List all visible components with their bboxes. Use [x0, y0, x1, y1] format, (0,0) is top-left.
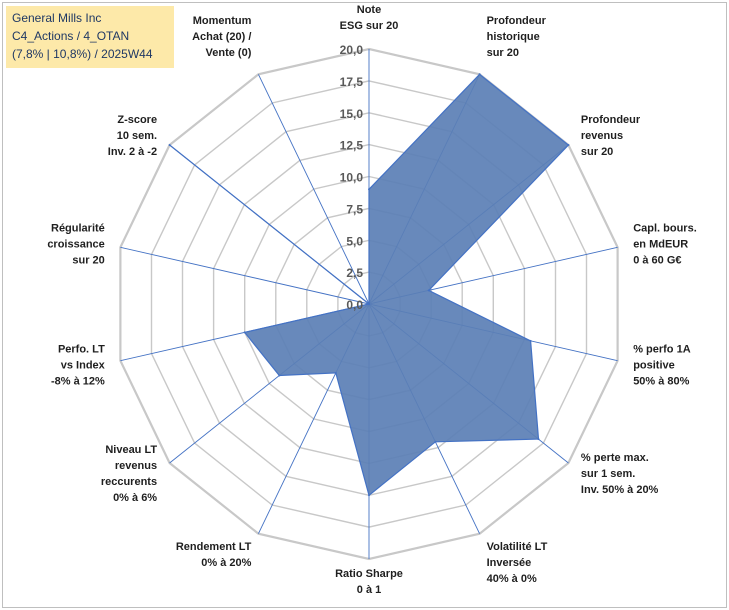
tick-label: 5,0	[346, 234, 363, 248]
data-point	[334, 371, 337, 374]
tick-label: 17,5	[340, 75, 364, 89]
data-point	[567, 144, 570, 146]
axis-spoke	[257, 74, 370, 305]
axis-label: Régularité croissance sur 20	[47, 223, 104, 267]
tick-label: 2,5	[346, 266, 363, 280]
data-point	[537, 438, 540, 441]
axis-label: Profondeur historique sur 20	[487, 15, 547, 59]
data-point	[368, 494, 370, 497]
tick-label: 0,0	[346, 298, 363, 312]
data-point	[427, 289, 430, 292]
title-company: General Mills Inc	[12, 11, 102, 25]
tick-label: 12,5	[340, 139, 364, 153]
title-portfolio: C4_Actions / 4_OTAN	[12, 29, 130, 43]
axis-label: Volatilité LT Inversée 40% à 0%	[487, 541, 548, 585]
axis-label: Z-score 10 sem. Inv. 2 à -2	[108, 114, 157, 158]
tick-label: 7,5	[346, 202, 363, 216]
data-point	[278, 374, 281, 377]
data-point	[168, 144, 171, 146]
data-point	[368, 188, 370, 191]
data-point	[368, 303, 370, 305]
tick-label: 20,0	[340, 43, 364, 57]
title-stats: (7,8% | 10,8%) / 2025W44	[12, 47, 153, 61]
tick-label: 15,0	[340, 107, 364, 121]
axis-label: Niveau LT revenus reccurents 0% à 6%	[101, 444, 158, 504]
data-point	[478, 73, 481, 76]
data-point	[529, 339, 532, 342]
tick-label: 10,0	[340, 171, 364, 185]
axis-label: % perte max. sur 1 sem. Inv. 50% à 20%	[581, 452, 659, 496]
axis-spoke	[120, 246, 370, 305]
axis-label: Profondeur revenus sur 20	[581, 114, 641, 158]
data-point	[434, 440, 437, 443]
data-point	[243, 331, 246, 334]
axis-label: Capl. bours. en MdEUR 0 à 60 G€	[633, 223, 697, 267]
chart-title-box: General Mills Inc C4_Actions / 4_OTAN (7…	[6, 6, 174, 68]
axis-label: Rendement LT 0% à 20%	[176, 541, 252, 569]
axis-label: % perfo 1A positive 50% à 80%	[633, 343, 691, 387]
axis-label: Perfo. LT vs Index -8% à 12%	[51, 343, 106, 387]
axis-label: Note ESG sur 20	[340, 4, 399, 32]
axis-label: Momentum Achat (20) / Vente (0)	[192, 15, 252, 59]
axis-label: Ratio Sharpe 0 à 1	[335, 568, 403, 596]
